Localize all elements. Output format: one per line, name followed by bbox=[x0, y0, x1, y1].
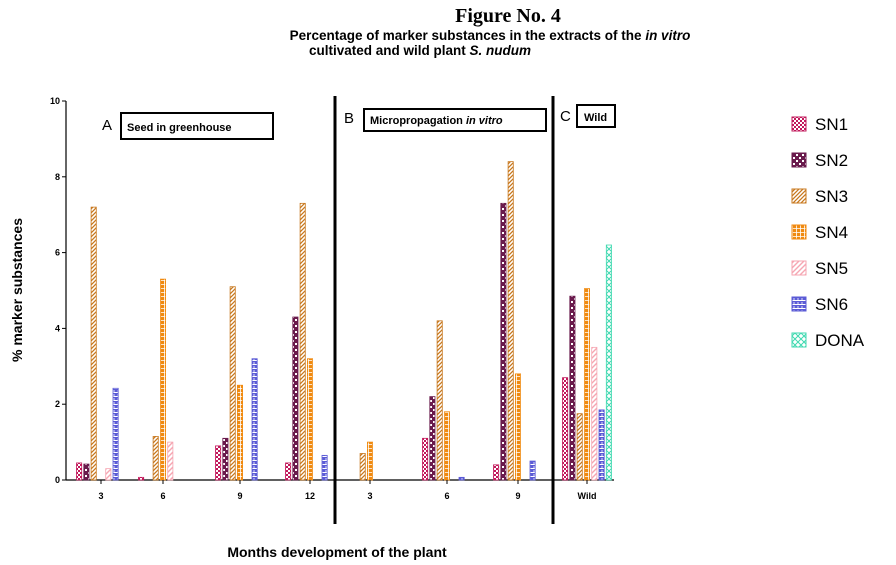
bar-sn6 bbox=[251, 358, 258, 481]
legend-label-dona: DONA bbox=[815, 331, 865, 350]
legend-label-sn2: SN2 bbox=[815, 151, 848, 170]
legend-label-sn3: SN3 bbox=[815, 187, 848, 206]
y-tick-label: 2 bbox=[55, 399, 60, 409]
bar-sn2 bbox=[222, 437, 229, 481]
bar-sn1 bbox=[493, 464, 500, 481]
chart-title-line-2b: S. nudum bbox=[470, 43, 532, 58]
bar-sn4 bbox=[236, 384, 243, 481]
bar-sn6 bbox=[321, 454, 328, 481]
legend-swatch-sn3 bbox=[791, 188, 807, 204]
bar-sn4 bbox=[515, 373, 522, 481]
bar-sn5 bbox=[591, 346, 598, 481]
legend-swatch-sn1 bbox=[791, 116, 807, 132]
bar-sn3 bbox=[359, 453, 366, 481]
chart-title-line-1: Percentage of marker substances in the e… bbox=[290, 28, 691, 43]
chart-title-line-2: cultivated and wild plant S. nudum bbox=[309, 43, 531, 58]
plot-area: 0 2 4 6 8 10 A Seed in greenhouse 3 6 9 12 B Micropro… bbox=[50, 96, 616, 524]
bar-sn2 bbox=[429, 396, 436, 481]
bar-sn3 bbox=[576, 413, 583, 481]
bar-sn3 bbox=[299, 202, 306, 481]
bar-sn5 bbox=[105, 468, 112, 481]
x-tick-label: 12 bbox=[305, 491, 315, 501]
bar-sn3 bbox=[507, 161, 514, 481]
panel-label-part: Wild bbox=[584, 112, 607, 124]
bar-sn3 bbox=[152, 436, 159, 481]
bar-sn1 bbox=[422, 437, 429, 481]
legend-label-sn4: SN4 bbox=[815, 223, 848, 242]
bar-dona bbox=[605, 244, 612, 481]
bar-sn4 bbox=[159, 278, 166, 481]
bar-sn4 bbox=[366, 441, 373, 481]
bar-sn4 bbox=[306, 358, 313, 481]
panel-letter: B bbox=[344, 110, 354, 127]
bar-sn3 bbox=[436, 320, 443, 481]
legend-label-sn5: SN5 bbox=[815, 259, 848, 278]
x-tick-label: 9 bbox=[237, 491, 242, 501]
legend-swatch-sn5 bbox=[791, 260, 807, 276]
x-axis-label: Months development of the plant bbox=[227, 544, 447, 560]
bar-sn2 bbox=[500, 202, 507, 481]
x-tick-label: 6 bbox=[444, 491, 449, 501]
bar-sn3 bbox=[229, 286, 236, 481]
panel-label-box bbox=[120, 112, 274, 140]
legend-label-sn6: SN6 bbox=[815, 295, 848, 314]
bar-sn1 bbox=[562, 377, 569, 481]
bar-sn5 bbox=[167, 441, 174, 481]
y-axis-label: % marker substances bbox=[9, 218, 25, 362]
legend-label-sn1: SN1 bbox=[815, 115, 848, 134]
panel-label-part: Seed in greenhouse bbox=[127, 122, 232, 134]
bar-sn6 bbox=[529, 460, 536, 481]
panel-letter: C bbox=[560, 108, 571, 125]
legend-swatch-sn4 bbox=[791, 224, 807, 240]
bar-sn1 bbox=[215, 445, 222, 481]
bar-sn6 bbox=[598, 409, 605, 481]
legend-swatch-dona bbox=[791, 332, 807, 348]
figure-label: Figure No. 4 bbox=[455, 5, 561, 27]
panel-label: Seed in greenhouse bbox=[127, 122, 232, 134]
panel-label: Micropropagation in vitro bbox=[370, 115, 503, 127]
bar-sn1 bbox=[285, 462, 292, 481]
y-tick-label: 4 bbox=[55, 323, 60, 333]
y-tick-label: 0 bbox=[55, 475, 60, 485]
chart-title-line-2a: cultivated and wild plant bbox=[309, 43, 470, 58]
y-tick-label: 10 bbox=[50, 96, 60, 106]
x-tick-label: 3 bbox=[98, 491, 103, 501]
bar-sn3 bbox=[90, 206, 97, 481]
y-tick-label: 8 bbox=[55, 172, 60, 182]
chart-title-line-1b: in vitro bbox=[645, 28, 690, 43]
bar-sn6 bbox=[112, 387, 119, 481]
legend-swatch-sn2 bbox=[791, 152, 807, 168]
bar-sn6 bbox=[458, 476, 465, 481]
panel-label: Wild bbox=[584, 112, 607, 124]
legend-swatch-sn6 bbox=[791, 296, 807, 312]
bar-sn4 bbox=[443, 411, 450, 481]
bar-sn2 bbox=[83, 463, 90, 481]
panel-label-part: in vitro bbox=[466, 115, 503, 127]
panel-label-box bbox=[576, 104, 616, 128]
panel-letter: A bbox=[102, 117, 112, 134]
chart-title-line-1a: Percentage of marker substances in the e… bbox=[290, 28, 646, 43]
bar-sn1 bbox=[76, 462, 83, 481]
panel-label-box bbox=[363, 108, 547, 132]
x-tick-label: 3 bbox=[367, 491, 372, 501]
bar-sn2 bbox=[569, 295, 576, 481]
x-tick-label: 6 bbox=[160, 491, 165, 501]
bar-sn1 bbox=[138, 476, 145, 481]
x-tick-label: 9 bbox=[515, 491, 520, 501]
y-tick-label: 6 bbox=[55, 248, 60, 258]
bar-sn2 bbox=[292, 316, 299, 481]
legend: SN1 SN2 SN3 SN4 SN5 SN6 DONA bbox=[791, 115, 865, 350]
x-tick-label: Wild bbox=[578, 491, 597, 501]
panel-label-part: Micropropagation bbox=[370, 115, 466, 127]
bar-sn4 bbox=[584, 288, 591, 481]
